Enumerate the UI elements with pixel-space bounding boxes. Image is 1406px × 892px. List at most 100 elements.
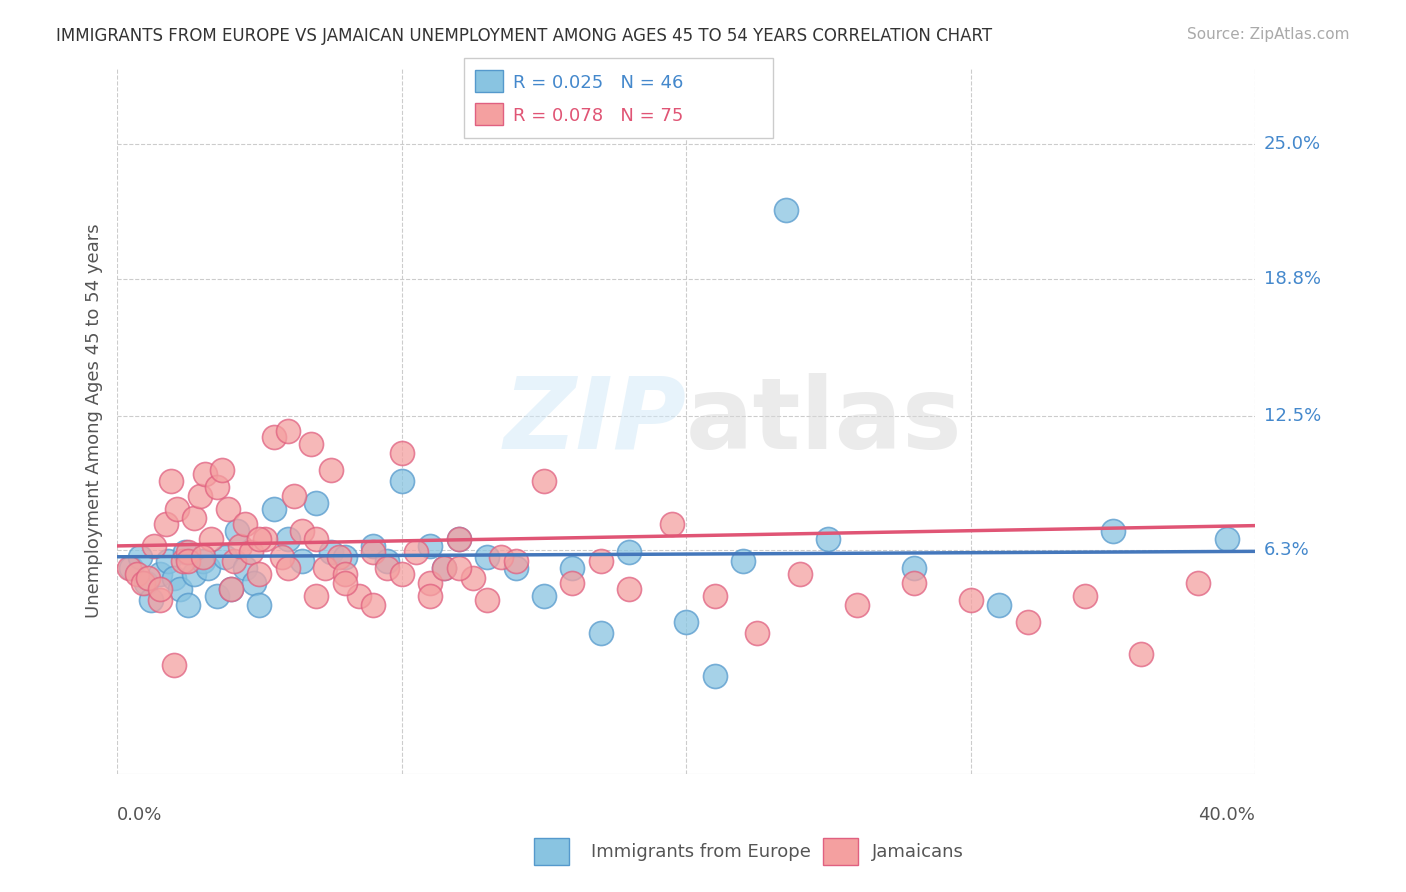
Point (183, 567, 205, 582)
Point (619, 582, 641, 597)
Point (200, 533, 222, 547)
Point (219, 582, 242, 597)
Text: atlas: atlas (686, 373, 963, 470)
Point (163, 572, 186, 586)
Point (249, 533, 271, 547)
Point (233, 560, 256, 574)
Point (675, 615, 697, 629)
Point (191, 554, 214, 568)
Point (988, 598, 1011, 612)
Point (505, 560, 527, 574)
Point (361, 545, 384, 559)
Point (1073, 589, 1095, 603)
Text: 18.8%: 18.8% (1264, 270, 1320, 288)
Point (391, 474, 413, 488)
Point (475, 549, 498, 564)
Point (254, 533, 277, 547)
Point (703, 669, 725, 683)
Point (419, 539, 441, 553)
Point (183, 510, 205, 524)
Point (433, 560, 456, 574)
Point (319, 463, 342, 477)
Point (263, 430, 285, 444)
Point (205, 480, 228, 494)
Point (533, 589, 555, 603)
Point (1102, 524, 1125, 538)
Point (271, 549, 294, 564)
Point (149, 582, 172, 597)
Point (211, 463, 233, 477)
Point (233, 517, 256, 532)
Point (377, 560, 399, 574)
Point (475, 593, 498, 607)
Point (127, 567, 149, 582)
Text: 12.5%: 12.5% (1264, 407, 1322, 425)
Point (239, 545, 262, 559)
Point (219, 582, 242, 597)
Text: 0.0%: 0.0% (117, 806, 163, 824)
Point (589, 625, 612, 640)
Point (228, 539, 250, 553)
Point (177, 554, 200, 568)
Point (305, 533, 328, 547)
Point (225, 524, 247, 538)
Text: Immigrants from Europe: Immigrants from Europe (591, 843, 810, 861)
Point (149, 593, 172, 607)
Point (319, 545, 342, 559)
Text: 40.0%: 40.0% (1198, 806, 1256, 824)
Text: R = 0.078   N = 75: R = 0.078 N = 75 (513, 107, 683, 125)
Point (419, 589, 441, 603)
Point (138, 572, 160, 586)
Point (160, 474, 183, 488)
Point (314, 560, 336, 574)
Point (661, 517, 683, 532)
Point (419, 575, 441, 590)
Point (903, 575, 925, 590)
Point (120, 560, 142, 574)
Point (163, 658, 186, 673)
Text: Source: ZipAtlas.com: Source: ZipAtlas.com (1187, 27, 1350, 42)
Point (177, 598, 200, 612)
Point (333, 549, 356, 564)
Point (775, 202, 797, 217)
Point (194, 467, 217, 482)
Point (214, 549, 236, 564)
Point (299, 437, 322, 451)
Point (157, 554, 180, 568)
Y-axis label: Unemployment Among Ages 45 to 54 years: Unemployment Among Ages 45 to 54 years (86, 224, 103, 618)
Point (377, 554, 399, 568)
Point (845, 598, 868, 612)
Point (447, 560, 470, 574)
Point (333, 575, 356, 590)
Point (333, 567, 356, 582)
Point (166, 502, 188, 516)
Point (197, 560, 219, 574)
Point (263, 502, 285, 516)
Point (747, 625, 769, 640)
Point (447, 533, 470, 547)
Point (155, 517, 177, 532)
Point (117, 560, 139, 574)
Point (132, 575, 155, 590)
Point (222, 554, 245, 568)
Point (903, 560, 925, 574)
Point (249, 598, 271, 612)
Point (1216, 533, 1239, 547)
Point (505, 554, 527, 568)
Point (291, 524, 314, 538)
Point (491, 549, 513, 564)
Point (191, 549, 214, 564)
Point (149, 567, 172, 582)
Point (177, 545, 200, 559)
Point (277, 533, 299, 547)
Point (361, 539, 384, 553)
Text: Jamaicans: Jamaicans (872, 843, 963, 861)
Point (619, 545, 641, 559)
Point (391, 445, 413, 459)
Point (277, 424, 299, 438)
Point (305, 495, 328, 509)
Text: R = 0.025   N = 46: R = 0.025 N = 46 (513, 74, 683, 92)
Point (391, 567, 413, 582)
Point (205, 589, 228, 603)
Point (561, 560, 583, 574)
